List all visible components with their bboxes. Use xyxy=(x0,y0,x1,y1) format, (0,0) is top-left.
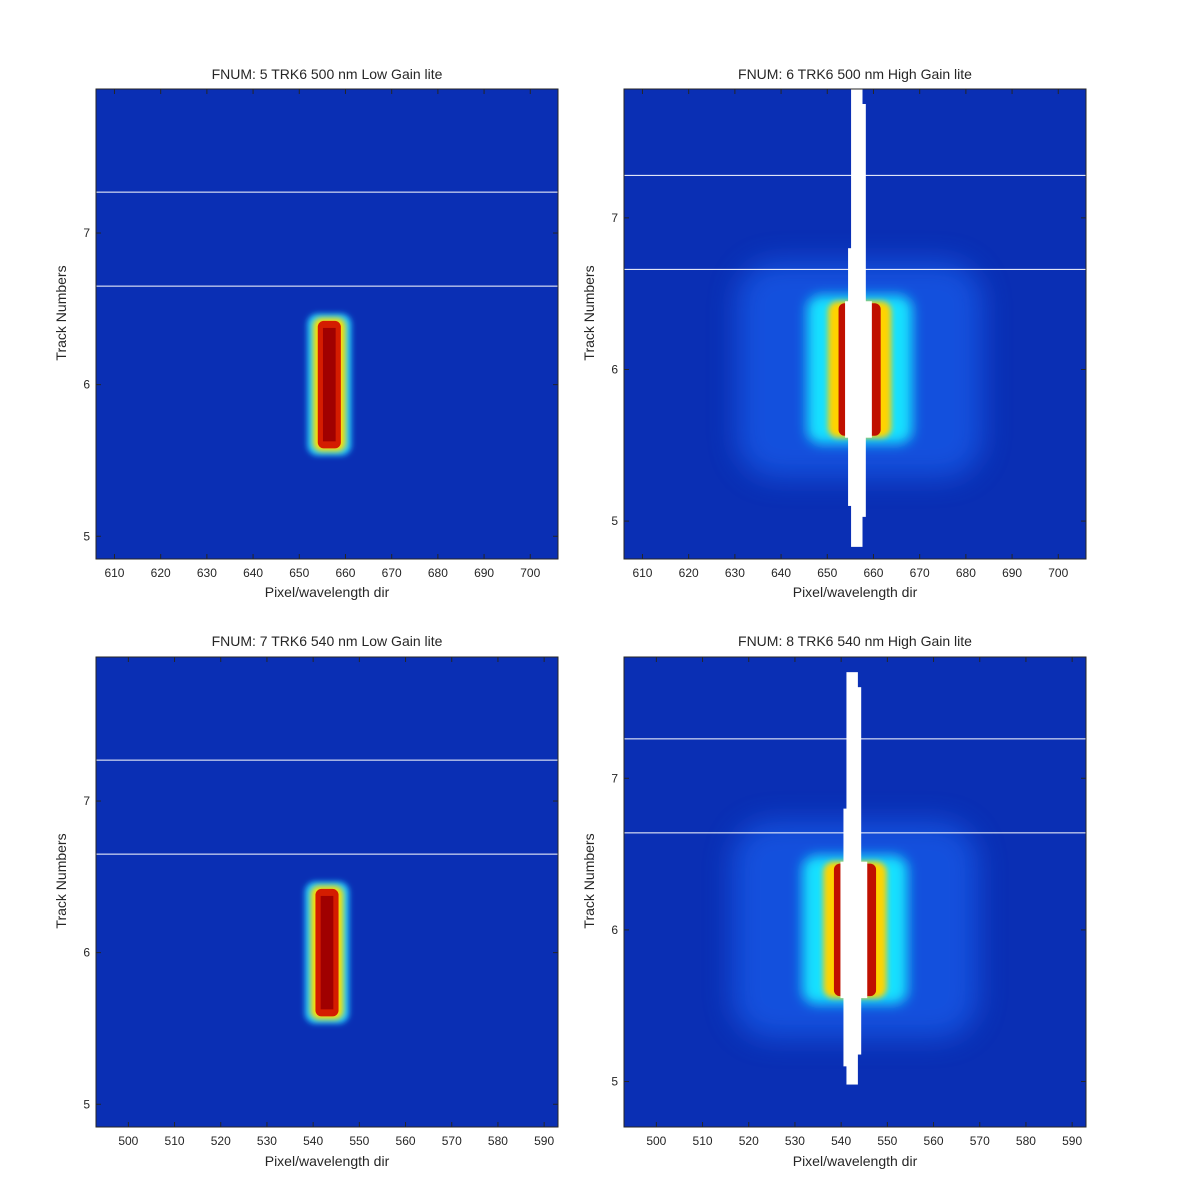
panel-4-xlabel: Pixel/wavelength dir xyxy=(793,1153,918,1169)
panel-3-axes xyxy=(95,656,559,1128)
panel-2-xtick-label: 620 xyxy=(679,566,699,580)
panel-1-xtick-label: 670 xyxy=(382,566,402,580)
panel-4-axes xyxy=(623,656,1087,1128)
panel-2-saturated-strip-d xyxy=(845,301,872,438)
panel-1-spot-peak xyxy=(322,327,336,442)
panel-2-xtick-label: 640 xyxy=(771,566,791,580)
panel-2-xtick-label: 610 xyxy=(632,566,652,580)
panel-1-xtick-label: 610 xyxy=(104,566,124,580)
panel-2-xtick-label: 650 xyxy=(817,566,837,580)
panel-2-title: FNUM: 6 TRK6 500 nm High Gain lite xyxy=(738,66,972,82)
panel-4: FNUM: 8 TRK6 540 nm High Gain lite 500 51… xyxy=(581,633,1087,1169)
panel-2-xtick-label: 670 xyxy=(910,566,930,580)
panel-2-xtick-label: 680 xyxy=(956,566,976,580)
panel-4-title: FNUM: 8 TRK6 540 nm High Gain lite xyxy=(738,633,972,649)
panel-4-ytick-label: 6 xyxy=(611,923,618,937)
panel-3-xtick-label: 520 xyxy=(211,1134,231,1148)
panel-2: FNUM: 6 TRK6 500 nm High Gain lite 610 62… xyxy=(581,66,1087,600)
panel-1-xtick-label: 650 xyxy=(289,566,309,580)
panel-4-xtick-label: 500 xyxy=(646,1134,666,1148)
panel-4-plot: 500 510 520 530 540 550 560 570 580 590 5 6 7 xyxy=(611,656,1087,1148)
panel-2-ylabel: Track Numbers xyxy=(581,265,597,360)
panel-3-ytick-label: 5 xyxy=(83,1097,90,1111)
panel-3-plot: 500 510 520 530 540 550 560 570 580 590 5 6 7 xyxy=(83,656,559,1148)
panel-4-saturated-strip-d xyxy=(840,861,868,999)
panel-2-ytick-label: 6 xyxy=(611,362,618,376)
panel-2-xtick-label: 700 xyxy=(1048,566,1068,580)
panel-1-xlabel: Pixel/wavelength dir xyxy=(265,584,390,600)
panel-4-ytick-label: 7 xyxy=(611,771,618,785)
panel-3-xtick-label: 540 xyxy=(303,1134,323,1148)
panel-1-ytick-label: 5 xyxy=(83,529,90,543)
panel-4-xtick-label: 510 xyxy=(693,1134,713,1148)
panel-2-xtick-label: 690 xyxy=(1002,566,1022,580)
panel-3-xtick-label: 550 xyxy=(349,1134,369,1148)
panel-1-title: FNUM: 5 TRK6 500 nm Low Gain lite xyxy=(212,66,443,82)
panel-1-xtick-label: 620 xyxy=(151,566,171,580)
panel-3-xtick-label: 510 xyxy=(165,1134,185,1148)
panel-3-xtick-label: 560 xyxy=(396,1134,416,1148)
panel-4-ylabel: Track Numbers xyxy=(581,833,597,928)
panel-2-ytick-label: 7 xyxy=(611,211,618,225)
panel-2-plot: 610 620 630 640 650 660 670 680 690 700 5 6 7 xyxy=(611,88,1087,580)
panel-3-xtick-label: 570 xyxy=(442,1134,462,1148)
panel-1-xtick-label: 660 xyxy=(335,566,355,580)
panel-1-xtick-label: 690 xyxy=(474,566,494,580)
panel-3-xtick-label: 590 xyxy=(534,1134,554,1148)
panel-4-xtick-label: 560 xyxy=(924,1134,944,1148)
panel-1-xtick-label: 630 xyxy=(197,566,217,580)
panel-4-xtick-label: 580 xyxy=(1016,1134,1036,1148)
panel-1-xtick-label: 680 xyxy=(428,566,448,580)
panel-2-ytick-label: 5 xyxy=(611,514,618,528)
panel-2-xlabel: Pixel/wavelength dir xyxy=(793,584,918,600)
panel-4-xtick-label: 570 xyxy=(970,1134,990,1148)
panel-1-ylabel: Track Numbers xyxy=(53,265,69,360)
panel-3-title: FNUM: 7 TRK6 540 nm Low Gain lite xyxy=(212,633,443,649)
panel-1-axes xyxy=(95,88,559,560)
panel-3-xtick-label: 530 xyxy=(257,1134,277,1148)
panel-3-ytick-label: 6 xyxy=(83,946,90,960)
panel-1-xtick-label: 640 xyxy=(243,566,263,580)
panel-3-spot-peak xyxy=(320,895,334,1010)
panel-4-xtick-label: 540 xyxy=(831,1134,851,1148)
panel-4-ytick-label: 5 xyxy=(611,1075,618,1089)
panel-1: FNUM: 5 TRK6 500 nm Low Gain lite 610 620… xyxy=(53,66,559,600)
panel-1-ytick-label: 6 xyxy=(83,378,90,392)
panel-2-axes xyxy=(623,88,1087,560)
panel-4-xtick-label: 550 xyxy=(877,1134,897,1148)
panel-2-xtick-label: 630 xyxy=(725,566,745,580)
panel-3-ytick-label: 7 xyxy=(83,794,90,808)
panel-3-xlabel: Pixel/wavelength dir xyxy=(265,1153,390,1169)
panel-1-ytick-label: 7 xyxy=(83,226,90,240)
panel-4-xtick-label: 520 xyxy=(739,1134,759,1148)
panel-2-xtick-label: 660 xyxy=(863,566,883,580)
panel-3-ylabel: Track Numbers xyxy=(53,833,69,928)
panel-3-xtick-label: 580 xyxy=(488,1134,508,1148)
panel-3: FNUM: 7 TRK6 540 nm Low Gain lite 500 510… xyxy=(53,633,559,1169)
panel-4-xtick-label: 590 xyxy=(1062,1134,1082,1148)
panel-1-xtick-label: 700 xyxy=(520,566,540,580)
panel-1-plot: 610 620 630 640 650 660 670 680 690 700 5 6 7 xyxy=(83,88,559,580)
panel-3-xtick-label: 500 xyxy=(118,1134,138,1148)
panel-4-xtick-label: 530 xyxy=(785,1134,805,1148)
